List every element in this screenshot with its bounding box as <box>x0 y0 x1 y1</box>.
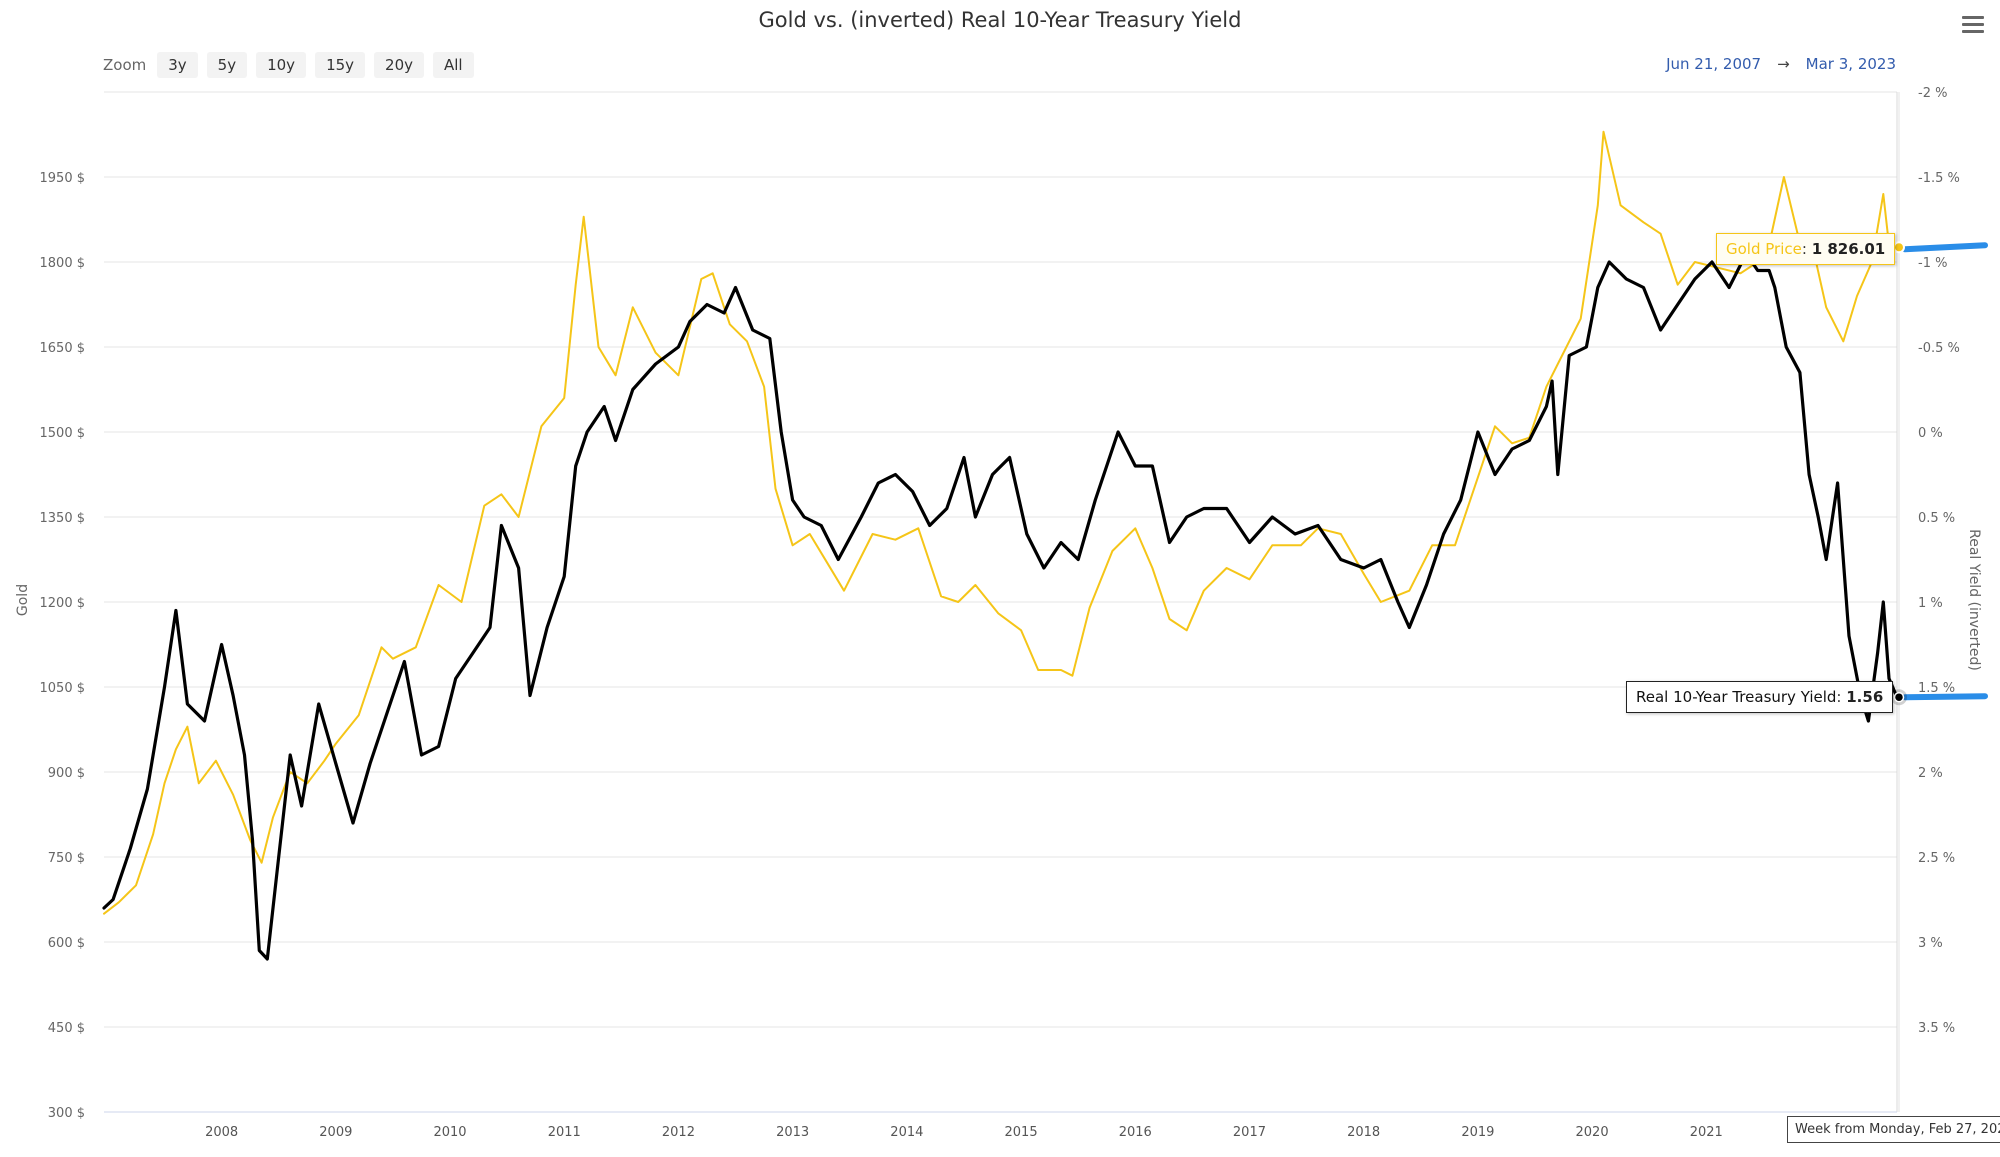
zoom-button-all[interactable]: All <box>433 52 474 78</box>
yield-tooltip: Real 10-Year Treasury Yield: 1.56 <box>1626 681 1894 713</box>
x-tick-label: 2020 <box>1576 1125 1609 1140</box>
gold-price-line <box>103 130 1898 915</box>
y-left-tick-label: 1800 $ <box>40 256 86 271</box>
gold-navigator-line <box>1902 242 1988 253</box>
series-layer <box>102 130 1899 961</box>
y-left-axis-title: Gold <box>15 584 31 616</box>
x-tick-label: 2014 <box>890 1125 923 1140</box>
real-yield-line <box>102 251 1899 961</box>
zoom-button-20y[interactable]: 20y <box>374 52 424 78</box>
x-tick-label: 2018 <box>1347 1125 1380 1140</box>
y-left-tick-label: 1200 $ <box>40 596 86 611</box>
x-tick-label: 2015 <box>1005 1125 1038 1140</box>
yield-tooltip-name: Real 10-Year Treasury Yield <box>1636 688 1837 706</box>
hamburger-menu-icon[interactable] <box>1962 16 1984 34</box>
x-tick-label: 2016 <box>1119 1125 1152 1140</box>
zoom-label: Zoom <box>103 56 147 74</box>
y-right-tick-label: 3.5 % <box>1918 1021 1955 1036</box>
range-from-input[interactable]: Jun 21, 2007 <box>1666 55 1762 73</box>
y-left-tick-label: 1050 $ <box>40 681 86 696</box>
y-left-tick-label: 300 $ <box>48 1106 85 1121</box>
range-arrow-icon: → <box>1777 55 1790 73</box>
zoom-button-3y[interactable]: 3y <box>157 52 198 78</box>
y-left-tick-label: 1650 $ <box>40 341 86 356</box>
y-right-tick-label: 1.5 % <box>1918 681 1955 696</box>
grid-layer <box>104 91 1900 1113</box>
week-label: Week from Monday, Feb 27, 2023 <box>1787 1116 2000 1143</box>
y-left-tick-label: 450 $ <box>48 1021 85 1036</box>
y-right-tick-label: 2.5 % <box>1918 851 1955 866</box>
y-right-tick-label: -1.5 % <box>1918 171 1960 186</box>
y-right-tick-label: 3 % <box>1918 936 1943 951</box>
x-tick-label: 2009 <box>319 1125 352 1140</box>
y-right-tick-label: 1 % <box>1918 596 1943 611</box>
x-tick-label: 2013 <box>776 1125 809 1140</box>
gold-tooltip: Gold Price: 1 826.01 <box>1716 233 1896 265</box>
x-tick-label: 2010 <box>433 1125 466 1140</box>
x-tick-label: 2019 <box>1461 1125 1494 1140</box>
y-right-tick-label: 0.5 % <box>1918 511 1955 526</box>
chart-title: Gold vs. (inverted) Real 10-Year Treasur… <box>758 8 1242 32</box>
y-left-tick-label: 1350 $ <box>40 511 86 526</box>
y-right-axis-title: Real Yield (inverted) <box>1966 529 1982 671</box>
y-right-tick-label: -2 % <box>1918 86 1947 101</box>
y-left-tick-label: 1950 $ <box>40 171 86 186</box>
zoom-button-15y[interactable]: 15y <box>315 52 366 78</box>
x-tick-label: 2012 <box>662 1125 695 1140</box>
x-tick-label: 2017 <box>1233 1125 1266 1140</box>
yield-tooltip-value: 1.56 <box>1846 688 1884 706</box>
x-tick-label: 2008 <box>205 1125 238 1140</box>
y-right-tick-label: -1 % <box>1918 256 1947 271</box>
y-right-tick-label: 0 % <box>1918 426 1943 441</box>
y-left-tick-label: 900 $ <box>48 766 85 781</box>
gold-tooltip-value: 1 826.01 <box>1811 240 1886 258</box>
x-tick-label: 2011 <box>548 1125 581 1140</box>
marker-layer <box>1891 241 1988 706</box>
y-left-tick-label: 750 $ <box>48 851 85 866</box>
zoom-bar: Zoom 3y 5y 10y 15y 20y All <box>103 52 474 78</box>
y-left-tick-label: 1500 $ <box>40 426 86 441</box>
x-tick-label: 2021 <box>1690 1125 1723 1140</box>
zoom-button-5y[interactable]: 5y <box>206 52 248 78</box>
range-to-input[interactable]: Mar 3, 2023 <box>1805 55 1896 73</box>
y-right-tick-label: 2 % <box>1918 766 1943 781</box>
yield-hover-marker <box>1893 691 1905 703</box>
gold-tooltip-name: Gold Price <box>1726 240 1802 258</box>
zoom-button-10y[interactable]: 10y <box>256 52 307 78</box>
y-left-tick-label: 600 $ <box>48 936 85 951</box>
yield-navigator-line <box>1902 693 1988 701</box>
y-right-tick-label: -0.5 % <box>1918 341 1960 356</box>
gold-hover-marker <box>1893 241 1905 254</box>
date-range: Jun 21, 2007 → Mar 3, 2023 <box>1666 55 1896 73</box>
